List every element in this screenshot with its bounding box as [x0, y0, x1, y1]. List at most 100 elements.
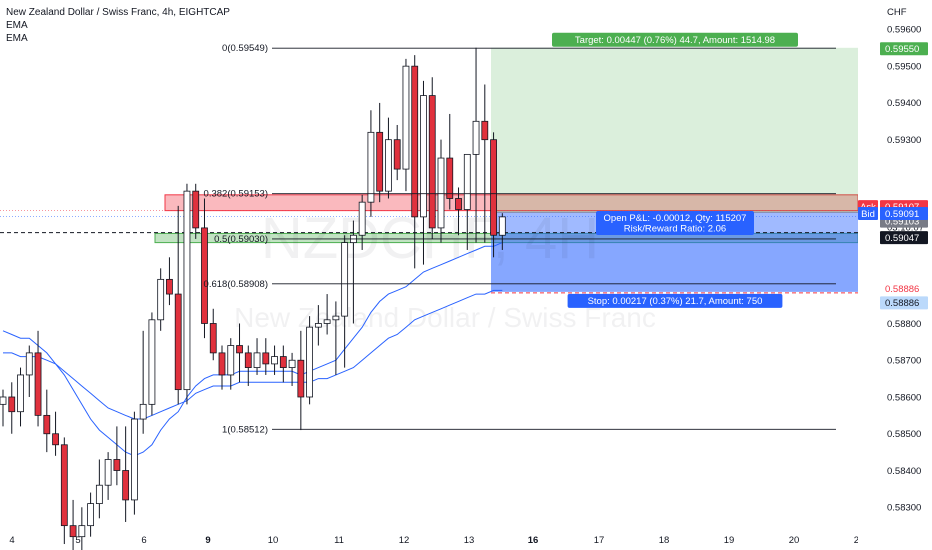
candle-body[interactable]: [323, 319, 331, 324]
pnl-label-bg: [596, 211, 754, 235]
axis-currency: CHF: [887, 7, 907, 18]
x-tick-label: 16: [528, 535, 539, 546]
target-price-tag-text: 0.59550: [885, 44, 919, 55]
fib-level-label: 0.382(0.59153): [204, 189, 268, 200]
stop-fill-price-tag-text: 0.58886: [885, 298, 919, 309]
candle-body[interactable]: [104, 459, 112, 486]
target-label-bg: [552, 32, 798, 47]
grid-and-zones: 456910111213161718192023: [0, 47, 864, 546]
candle-body[interactable]: [332, 315, 340, 321]
candles: [0, 47, 506, 550]
candle-body[interactable]: [78, 525, 86, 538]
candle-body[interactable]: [17, 374, 24, 413]
candle-body[interactable]: [174, 293, 182, 391]
candle-body[interactable]: [314, 323, 322, 328]
x-tick-label: 6: [141, 535, 146, 546]
candle-body[interactable]: [43, 414, 51, 435]
candle-body[interactable]: [236, 345, 243, 354]
candle-body[interactable]: [367, 131, 375, 203]
candle-body[interactable]: [279, 356, 287, 368]
candle-body[interactable]: [201, 227, 208, 324]
fib-level-label: 0(0.59549): [222, 43, 268, 54]
candle-body[interactable]: [437, 157, 445, 229]
candle-body[interactable]: [253, 352, 261, 368]
candle-body[interactable]: [25, 352, 33, 376]
candle-body[interactable]: [428, 95, 436, 229]
candle-body[interactable]: [95, 484, 103, 504]
target-area: [491, 47, 858, 213]
candle-body[interactable]: [244, 352, 252, 368]
chart-legend: New Zealand Dollar / Swiss Franc, 4h, EI…: [6, 6, 230, 45]
stop-label-bg: [567, 293, 783, 308]
candle-body[interactable]: [69, 525, 77, 538]
x-tick-label: 12: [399, 535, 410, 546]
y-tick-label: 0.58800: [887, 319, 921, 330]
candle-body[interactable]: [393, 139, 401, 170]
candle-body[interactable]: [157, 278, 165, 321]
candle-body[interactable]: [0, 396, 7, 405]
candle-body[interactable]: [148, 319, 156, 405]
symbol-title[interactable]: New Zealand Dollar / Swiss Franc, 4h, EI…: [6, 7, 230, 18]
candle-body[interactable]: [490, 139, 497, 236]
y-tick-label: 0.59300: [887, 135, 921, 146]
last-price-tag-bg: [880, 231, 928, 245]
candle-body[interactable]: [183, 190, 191, 391]
candle-body[interactable]: [122, 470, 130, 501]
candle-body[interactable]: [60, 444, 68, 527]
candle-body[interactable]: [271, 356, 278, 365]
bid-price-tag-text: 0.59091: [885, 209, 919, 220]
x-tick-label: 9: [205, 535, 210, 546]
stop-price-tag: 0.58886: [880, 282, 928, 296]
candle-body[interactable]: [297, 359, 305, 398]
candle-body[interactable]: [385, 139, 392, 192]
candle-body[interactable]: [130, 418, 138, 501]
candle-body[interactable]: [376, 131, 384, 192]
candle-body[interactable]: [446, 157, 454, 199]
y-tick-label: 0.59600: [887, 25, 921, 36]
stop-price-tag-bg: [880, 282, 928, 296]
bid-price-tag-bg: [880, 207, 928, 221]
candle-body[interactable]: [192, 190, 200, 229]
candle-body[interactable]: [402, 65, 410, 170]
stop-label: Stop: 0.00217 (0.37%) 21.7, Amount: 750: [567, 293, 783, 308]
ema-fast-line: [2, 242, 503, 457]
candle-body[interactable]: [166, 278, 173, 295]
bid-label: Bid: [858, 207, 878, 221]
candle-body[interactable]: [87, 503, 94, 527]
x-tick-label: 13: [464, 535, 475, 546]
x-tick-label: 10: [268, 535, 279, 546]
candle-body[interactable]: [341, 242, 349, 317]
candle-body[interactable]: [472, 120, 480, 155]
candle-body[interactable]: [262, 352, 270, 365]
candle-body[interactable]: [420, 95, 427, 218]
candle-body[interactable]: [218, 352, 226, 376]
x-tick-label: 17: [594, 535, 605, 546]
candle-body[interactable]: [498, 216, 506, 236]
fib-level-label: 0.618(0.58908): [204, 279, 268, 290]
y-tick-label: 0.58500: [887, 429, 921, 440]
y-tick-label: 0.58600: [887, 392, 921, 403]
price-axis-bg[interactable]: [858, 0, 932, 550]
candle-body[interactable]: [306, 326, 314, 398]
x-tick-label: 4: [9, 535, 14, 546]
candle-body[interactable]: [288, 359, 296, 368]
indicator-ema-1[interactable]: EMA: [6, 20, 28, 31]
y-tick-label: 0.58700: [887, 356, 921, 367]
candle-body[interactable]: [34, 352, 42, 416]
candle-body[interactable]: [358, 201, 366, 236]
candle-body[interactable]: [209, 323, 217, 354]
x-tick-label: 19: [724, 535, 735, 546]
candle-body[interactable]: [455, 198, 462, 210]
candle-body[interactable]: [8, 396, 16, 413]
indicator-ema-2[interactable]: EMA: [6, 33, 28, 44]
candle-body[interactable]: [463, 153, 471, 210]
last-price-tag: 0.59047: [880, 231, 928, 245]
candle-body[interactable]: [113, 459, 121, 471]
bid-price-tag: 0.59091: [880, 207, 928, 221]
candle-body[interactable]: [52, 433, 59, 446]
candle-body[interactable]: [411, 65, 419, 218]
candle-body[interactable]: [139, 403, 147, 420]
candle-body[interactable]: [481, 120, 489, 141]
candle-body[interactable]: [227, 345, 235, 376]
